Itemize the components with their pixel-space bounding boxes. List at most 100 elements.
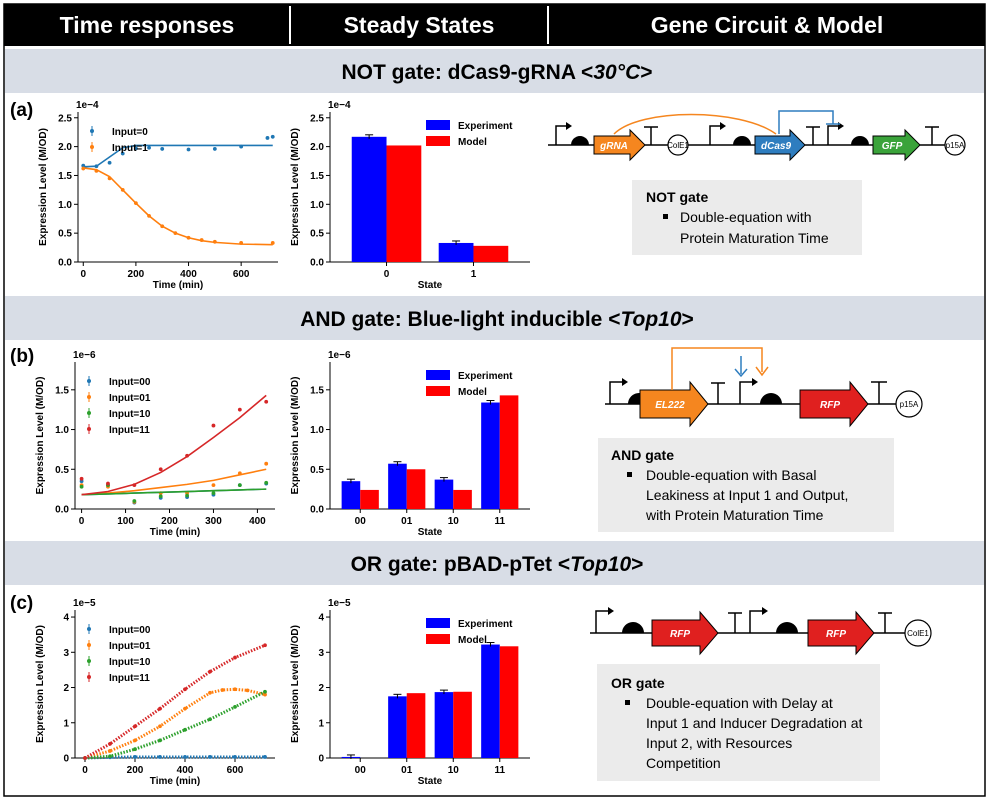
rbs-icon — [776, 622, 798, 633]
arrowhead-icon — [734, 368, 748, 378]
data-point — [160, 147, 165, 151]
y-tick-label: 3 — [63, 648, 69, 659]
y-tick-label: 3 — [318, 648, 324, 659]
y-tick-label: 1.0 — [310, 200, 324, 211]
gene-grna — [593, 128, 646, 162]
data-point — [183, 727, 187, 732]
bar — [360, 489, 379, 509]
x-tick-label: 100 — [117, 516, 134, 527]
bar — [481, 644, 500, 758]
legend-label: Input=00 — [109, 377, 151, 388]
legend-label: Input=01 — [109, 393, 151, 404]
band-not-gate — [5, 49, 984, 93]
panel-label-b: (b) — [10, 346, 34, 367]
model-title-not: NOT gate — [646, 189, 708, 205]
data-point — [208, 755, 212, 759]
panel-label-a: (a) — [10, 100, 33, 121]
model-title-or: OR gate — [611, 675, 665, 691]
y-tick-label: 0 — [63, 754, 69, 765]
y-tick-label: 0.5 — [55, 465, 69, 476]
data-point — [263, 692, 267, 697]
gene-rfp — [807, 610, 875, 656]
x-tick-label: 0 — [79, 516, 85, 527]
gene-label-rfp: RFP — [826, 629, 846, 640]
model-line: Double-equation with Delay at — [646, 695, 833, 711]
legend-swatch — [426, 618, 450, 628]
gene-el222 — [639, 380, 709, 428]
header-steady-states: Steady States — [344, 12, 495, 38]
bar — [499, 395, 519, 509]
data-line — [84, 643, 266, 760]
legend-swatch — [426, 120, 450, 130]
origin-icon — [904, 619, 932, 647]
bar — [386, 145, 422, 262]
rbs-icon — [622, 622, 644, 633]
data-point — [158, 755, 162, 759]
legend-label: Experiment — [458, 371, 513, 382]
origin-label-p15a: p15A — [946, 141, 965, 150]
model-line: with Protein Maturation Time — [645, 507, 824, 523]
x-tick-label: 200 — [161, 516, 178, 527]
model-line — [81, 394, 267, 496]
y-tick-label: 1 — [63, 718, 69, 729]
header-gene-circuit-model: Gene Circuit & Model — [651, 12, 884, 38]
chart-c-time-response: 1e−5 0 1 2 3 4 Expression Level (M/OD) Time (mi… — [35, 598, 275, 787]
model-line: Leakiness at Input 1 and Output, — [646, 487, 848, 503]
model-box-not: NOT gate Double-equation with Protein Ma… — [632, 180, 862, 255]
promoter-arrowhead-icon — [752, 378, 758, 386]
regulation-arc — [613, 113, 777, 135]
promoter-arrowhead-icon — [622, 378, 628, 386]
axis-exponent: 1e−6 — [328, 350, 351, 361]
data-point — [94, 168, 99, 173]
y-tick-label: 2 — [63, 683, 69, 694]
origin-label-cole1: ColE1 — [907, 629, 929, 638]
band-title-and: AND gate: Blue-light inducible <Top10> — [300, 308, 694, 331]
arrowhead-icon — [755, 366, 769, 377]
data-point — [211, 491, 216, 496]
data-point — [186, 235, 191, 240]
data-point — [173, 231, 178, 236]
data-point — [133, 755, 137, 759]
y-tick-label: 1.5 — [55, 385, 69, 396]
y-tick-label: 1.5 — [58, 171, 72, 182]
data-point — [233, 705, 237, 709]
data-point — [147, 145, 151, 150]
chart-b-time-response: 1e−6 0.0 0.5 1.0 1.5 Expression Level (M/OD) T… — [35, 350, 275, 538]
x-tick-label: 300 — [205, 516, 222, 527]
legend-label: Model — [458, 137, 487, 148]
x-axis-label: State — [418, 776, 443, 787]
x-axis-label: Time (min) — [150, 776, 200, 787]
y-tick-label: 2.0 — [58, 142, 72, 153]
bar — [406, 693, 426, 758]
data-point — [108, 754, 112, 759]
gene-gfp — [872, 128, 921, 162]
model-line: Double-equation with Basal — [646, 467, 816, 483]
data-point — [237, 407, 242, 412]
model-line: Input 1 and Inducer Degradation at — [646, 715, 862, 731]
gene-label-grna: gRNA — [599, 141, 628, 152]
data-point — [81, 166, 86, 171]
data-point — [264, 461, 269, 466]
legend-label: Input=01 — [109, 641, 151, 652]
legend-marker — [87, 643, 91, 647]
x-tick-label: 0 — [80, 269, 86, 280]
gene-label-rfp: RFP — [670, 629, 690, 640]
x-tick-label: 10 — [448, 765, 460, 776]
bar — [438, 242, 474, 262]
model-box-and: AND gate Double-equation with Basal Leak… — [598, 438, 894, 532]
terminator-icon — [878, 612, 892, 633]
legend-label: Input=10 — [109, 409, 151, 420]
data-point — [265, 136, 270, 140]
activation-arrow — [671, 347, 763, 390]
band-title-not: NOT gate: dCas9-gRNA <30°C> — [341, 61, 652, 84]
model-line — [81, 488, 267, 496]
data-point — [263, 689, 267, 694]
data-point — [83, 756, 87, 760]
data-point — [208, 669, 212, 674]
data-point — [211, 483, 216, 488]
data-point — [158, 724, 162, 729]
data-point — [270, 241, 275, 245]
x-tick-label: 400 — [249, 516, 266, 527]
model-line — [81, 468, 267, 496]
